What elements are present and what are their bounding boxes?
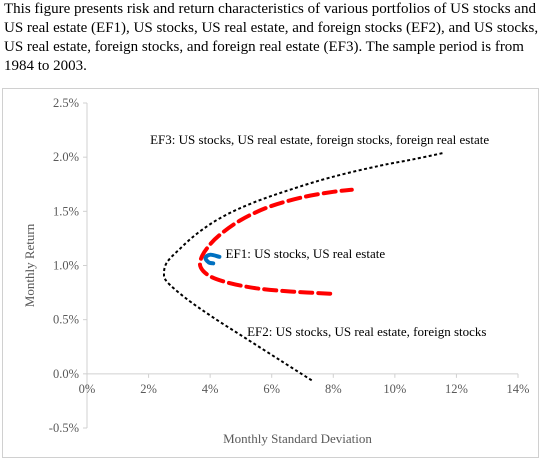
y-tick-label: 1.5% <box>53 204 79 218</box>
ef3-line <box>162 151 445 382</box>
x-tick-label: 6% <box>263 382 280 396</box>
y-tick-label: -0.5% <box>49 421 79 435</box>
ef1-label: EF1: US stocks, US real estate <box>226 246 386 261</box>
x-tick-label: 8% <box>325 382 342 396</box>
y-axis-title: Monthly Return <box>22 223 37 307</box>
ef2-line <box>197 187 354 296</box>
chart-labels: 0% 2% 4% 6% 8% 10% 12% 14% 2.5% 2.0% 1.5% 1.0% 0.5% 0… <box>22 96 529 446</box>
x-tick-label: 14% <box>507 382 530 396</box>
y-tick-label: 0.5% <box>53 313 79 327</box>
y-tick-label: 1.0% <box>53 259 79 273</box>
ef2-label: EF2: US stocks, US real estate, foreign … <box>247 324 486 339</box>
chart-frame <box>2 88 539 458</box>
chart-axes <box>83 102 519 429</box>
x-tick-label: 2% <box>140 382 157 396</box>
x-tick-label: 0% <box>79 382 96 396</box>
ef1-line <box>203 252 222 266</box>
figure-caption: This figure presents risk and return cha… <box>4 1 539 74</box>
y-tick-label: 0.0% <box>53 367 79 381</box>
y-tick-label: 2.0% <box>53 150 79 164</box>
x-tick-label: 10% <box>383 382 406 396</box>
x-tick-label: 12% <box>445 382 468 396</box>
x-tick-label: 4% <box>202 382 219 396</box>
series-layer <box>162 151 445 382</box>
y-tick-label: 2.5% <box>53 96 79 110</box>
x-axis-title: Monthly Standard Deviation <box>223 431 372 446</box>
ef3-label: EF3: US stocks, US real estate, foreign … <box>150 132 489 147</box>
